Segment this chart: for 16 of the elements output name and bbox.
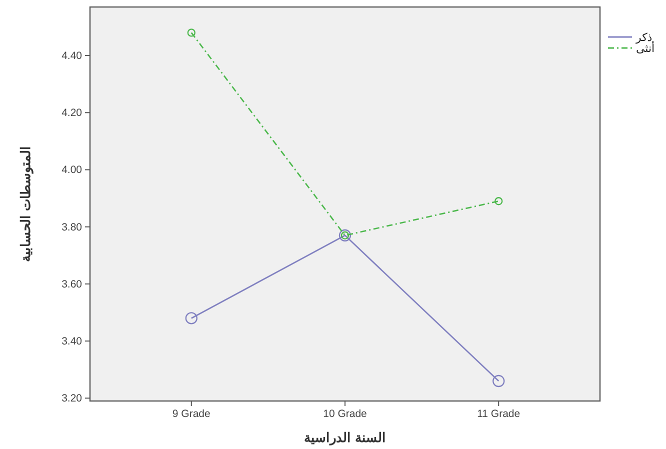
- x-tick-label: 11 Grade: [477, 408, 520, 420]
- y-tick-label: 3.40: [62, 336, 82, 348]
- y-tick-label: 4.00: [62, 164, 82, 176]
- point: [492, 374, 505, 388]
- x-axis-title: السنة الدراسية: [304, 430, 386, 446]
- y-tick-label: 4.40: [62, 50, 82, 62]
- point: [185, 312, 198, 324]
- point: [494, 197, 503, 206]
- x-tick-label: 10 Grade: [323, 408, 368, 420]
- y-axis-title: المتوسطات الحسابية: [18, 146, 34, 262]
- y-tick-label: 3.60: [62, 278, 82, 290]
- y-tick-label: 4.20: [62, 107, 82, 120]
- x-tick-label: 9 Grade: [172, 408, 211, 420]
- y-tick-label: 3.20: [62, 392, 82, 405]
- point: [187, 28, 196, 37]
- y-tick-label: 3.80: [62, 221, 82, 234]
